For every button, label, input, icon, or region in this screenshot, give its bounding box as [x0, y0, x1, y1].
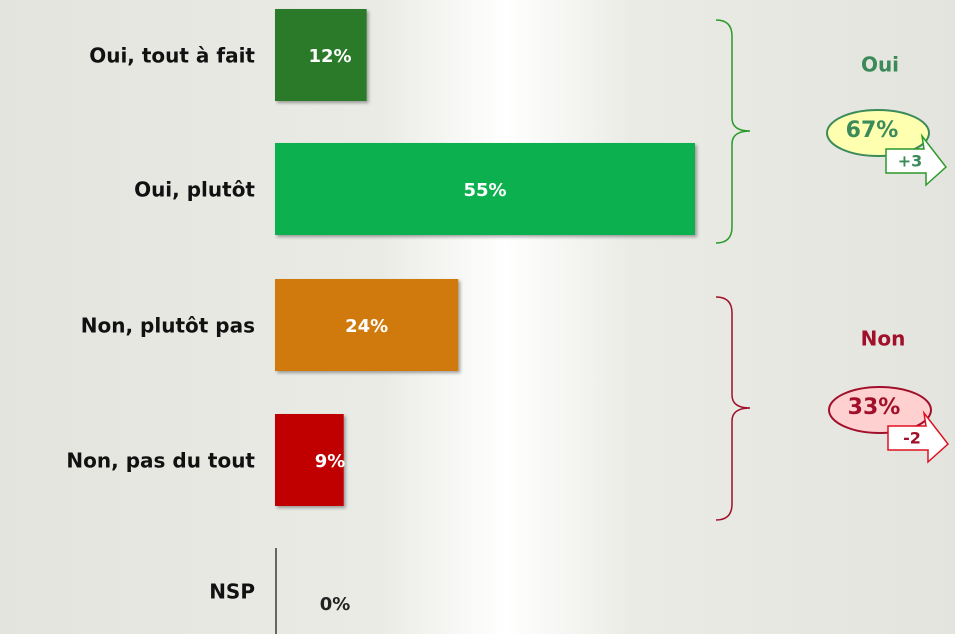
- bracket-oui: [715, 19, 751, 244]
- bar: [275, 143, 695, 235]
- category-label: NSP: [209, 580, 255, 604]
- value-label: 24%: [345, 316, 388, 337]
- group-annotations: Oui 67% +3 Non 33%-2: [826, 53, 950, 464]
- group-label: Non: [861, 327, 906, 351]
- value-label: 12%: [308, 46, 351, 67]
- bracket-non: [715, 296, 751, 521]
- bar: [275, 414, 344, 506]
- category-label: Non, plutôt pas: [81, 314, 255, 338]
- group-label: Oui: [861, 53, 899, 77]
- group-change: +3: [898, 152, 923, 171]
- change-arrow: [887, 410, 950, 464]
- bar: [275, 279, 459, 371]
- bar: [275, 9, 367, 101]
- value-label: 55%: [463, 180, 506, 201]
- bar: [275, 548, 277, 634]
- total-bubble: [826, 109, 930, 157]
- group-total: 33%: [848, 395, 901, 420]
- group-total: 67%: [846, 118, 899, 143]
- value-label: 0%: [320, 594, 351, 615]
- category-label: Non, pas du tout: [66, 449, 255, 473]
- value-label: 9%: [315, 451, 346, 472]
- category-label: Oui, tout à fait: [89, 44, 255, 68]
- group-change: -2: [903, 429, 921, 448]
- total-bubble: [828, 386, 932, 434]
- category-label: Oui, plutôt: [134, 178, 255, 202]
- change-arrow: [885, 133, 948, 187]
